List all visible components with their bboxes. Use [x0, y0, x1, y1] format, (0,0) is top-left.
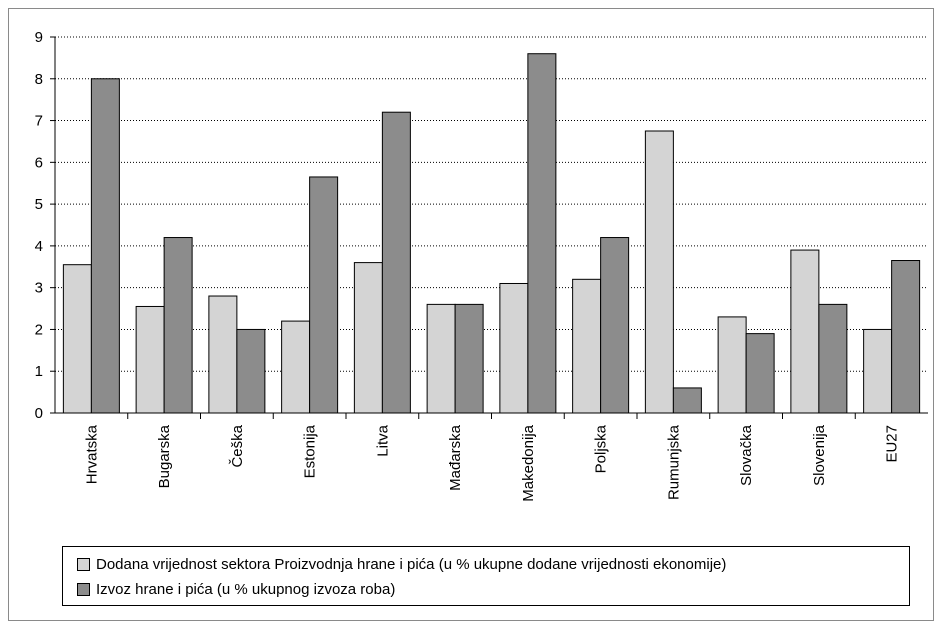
bar-export-EU27 [891, 260, 921, 414]
y-tick-label: 7 [35, 113, 43, 130]
bar-value-added-Bugarska [135, 305, 165, 414]
legend-label-series-1: Dodana vrijednost sektora Proizvodnja hr… [96, 556, 727, 573]
bar-export-Slovenija [818, 303, 848, 414]
bar-export-Makedonija [527, 53, 557, 414]
bar-export-Estonija [309, 176, 339, 414]
bar-value-added-Češka [208, 295, 238, 414]
axes [50, 36, 928, 419]
legend-swatch-series-1 [77, 558, 90, 571]
x-category-label: Slovenija [811, 424, 828, 486]
bar-value-added-Slovenija [790, 249, 820, 414]
bar-export-Mađarska [454, 303, 484, 414]
axis-labels: 0 1 2 3 4 5 6 7 8 9 Hrvatska Bugarska Češka Estonija L… [35, 29, 901, 502]
bar-value-added-Slovačka [717, 316, 747, 414]
y-tick-label: 4 [35, 238, 43, 255]
y-tick-label: 9 [35, 29, 43, 46]
bar-export-Litva [381, 111, 411, 414]
bar-value-added-Litva [353, 262, 383, 414]
y-tick-label: 6 [35, 154, 43, 171]
y-tick-label: 8 [35, 71, 43, 88]
x-category-label: EU27 [884, 425, 901, 463]
x-category-label: Rumunjska [665, 424, 682, 500]
x-category-label: Litva [374, 424, 391, 456]
bar-value-added-Hrvatska [62, 264, 92, 414]
legend: Dodana vrijednost sektora Proizvodnja hr… [62, 546, 910, 606]
bar-export-Slovačka [745, 333, 775, 414]
bar-value-added-Mađarska [426, 303, 456, 414]
x-category-label: Bugarska [156, 424, 173, 488]
y-tick-label: 1 [35, 363, 43, 380]
y-tick-label: 3 [35, 280, 43, 297]
x-category-label: Slovačka [738, 424, 755, 486]
y-tick-label: 5 [35, 196, 43, 213]
x-category-label: Hrvatska [83, 424, 100, 484]
bar-export-Poljska [600, 237, 630, 414]
bar-export-Češka [236, 328, 266, 414]
bar-export-Hrvatska [90, 78, 120, 414]
bar-value-added-Poljska [572, 278, 602, 414]
x-category-label: Češka [229, 424, 246, 467]
legend-item-series-2: Izvoz hrane i pića (u % ukupnog izvoza r… [77, 577, 909, 602]
bar-export-Rumunjska [672, 387, 702, 414]
y-tick-label: 0 [35, 405, 43, 422]
x-category-label: Mađarska [447, 424, 464, 491]
x-category-label: Makedonija [520, 424, 537, 501]
bar-value-added-Estonija [281, 320, 311, 414]
legend-swatch-series-2 [77, 583, 90, 596]
x-category-label: Poljska [593, 424, 610, 473]
legend-item-series-1: Dodana vrijednost sektora Proizvodnja hr… [77, 552, 909, 577]
x-category-label: Estonija [302, 424, 319, 478]
bar-value-added-Makedonija [499, 282, 529, 414]
y-tick-label: 2 [35, 321, 43, 338]
bar-value-added-EU27 [863, 328, 893, 414]
legend-label-series-2: Izvoz hrane i pića (u % ukupnog izvoza r… [96, 581, 396, 598]
bar-export-Bugarska [163, 237, 193, 414]
bars [62, 53, 921, 414]
bar-value-added-Rumunjska [644, 130, 674, 414]
